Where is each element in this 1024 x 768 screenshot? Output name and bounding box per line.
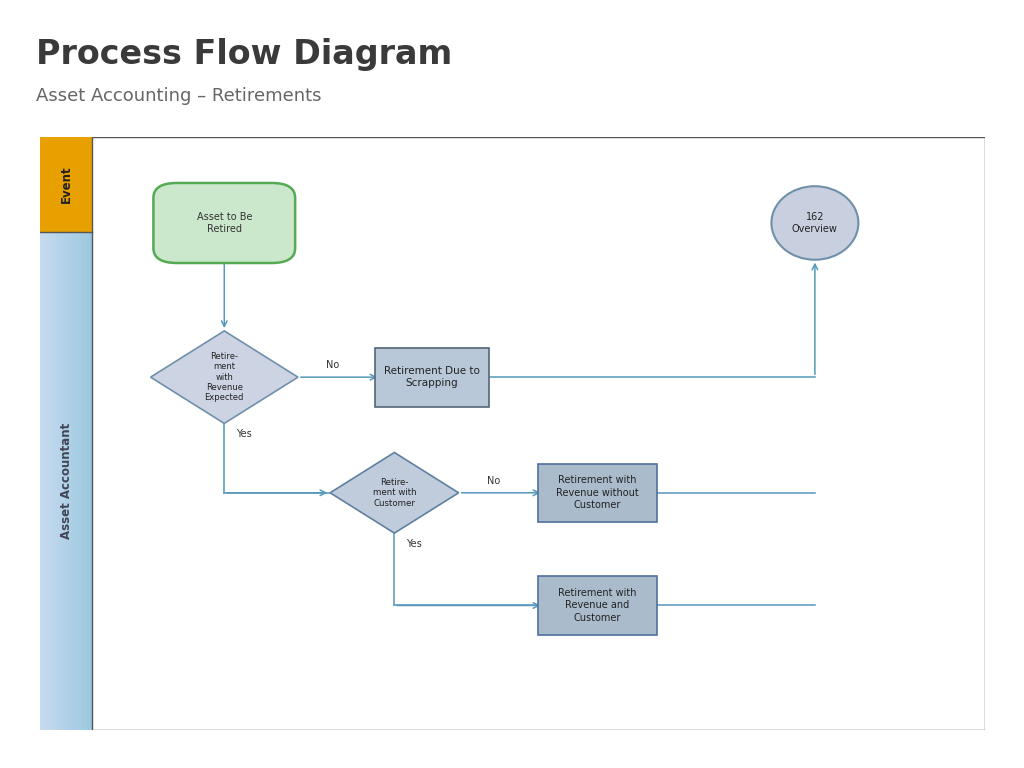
Text: Retirement with
Revenue and
Customer: Retirement with Revenue and Customer [558, 588, 637, 623]
Text: Event: Event [59, 166, 73, 204]
FancyBboxPatch shape [40, 137, 92, 232]
FancyBboxPatch shape [376, 347, 488, 407]
FancyBboxPatch shape [40, 137, 985, 730]
FancyBboxPatch shape [154, 183, 295, 263]
Text: Process Flow Diagram: Process Flow Diagram [36, 38, 452, 71]
Text: Asset Accountant: Asset Accountant [59, 423, 73, 539]
Text: 9: 9 [998, 743, 1006, 756]
Polygon shape [330, 452, 459, 533]
Text: Yes: Yes [406, 539, 422, 549]
Text: Retirement Due to
Scrapping: Retirement Due to Scrapping [384, 366, 480, 389]
Text: No: No [327, 360, 340, 370]
Text: © 2011 SAP AG. All rights reserved.: © 2011 SAP AG. All rights reserved. [18, 743, 230, 756]
Text: Retire-
ment with
Customer: Retire- ment with Customer [373, 478, 416, 508]
Ellipse shape [771, 186, 858, 260]
Text: 162
Overview: 162 Overview [792, 212, 838, 234]
Text: Asset Accounting – Retirements: Asset Accounting – Retirements [36, 88, 322, 105]
Text: Retirement with
Revenue without
Customer: Retirement with Revenue without Customer [556, 475, 639, 510]
Text: Asset to Be
Retired: Asset to Be Retired [197, 212, 252, 234]
FancyBboxPatch shape [539, 577, 656, 634]
Text: Yes: Yes [236, 429, 251, 439]
Text: No: No [487, 475, 501, 485]
FancyBboxPatch shape [539, 464, 656, 522]
Polygon shape [151, 331, 298, 423]
Text: Retire-
ment
with
Revenue
Expected: Retire- ment with Revenue Expected [205, 352, 244, 402]
